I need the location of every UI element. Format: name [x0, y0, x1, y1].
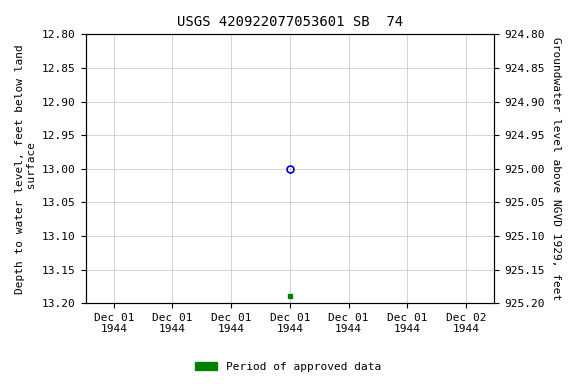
Legend: Period of approved data: Period of approved data — [191, 358, 385, 377]
Y-axis label: Depth to water level, feet below land
 surface: Depth to water level, feet below land su… — [15, 44, 37, 294]
Y-axis label: Groundwater level above NGVD 1929, feet: Groundwater level above NGVD 1929, feet — [551, 37, 561, 300]
Title: USGS 420922077053601 SB  74: USGS 420922077053601 SB 74 — [177, 15, 403, 29]
